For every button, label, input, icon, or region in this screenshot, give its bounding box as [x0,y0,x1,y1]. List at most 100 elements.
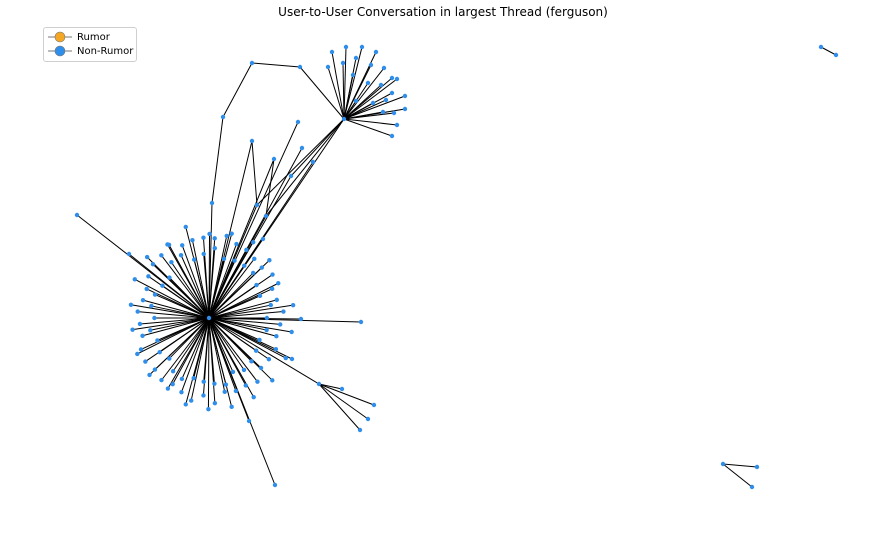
graph-node [223,390,227,394]
graph-node [360,45,364,49]
graph-edge [209,216,266,318]
graph-node [267,258,271,262]
graph-node [252,257,256,261]
graph-node [291,303,295,307]
graph-node [390,91,394,95]
graph-node [267,357,271,361]
graph-node [160,284,164,288]
graph-node [351,73,355,77]
graph-node [145,255,149,259]
graph-node [359,320,363,324]
graph-node [354,99,358,103]
graph-node [358,428,362,432]
graph-node [284,356,288,360]
graph-node [184,225,188,229]
graph-node [390,76,394,80]
graph-node [270,287,274,291]
graph-node [167,356,171,360]
graph-node [207,232,211,236]
graph-node [139,347,143,351]
graph-node [201,393,205,397]
graph-node [224,382,228,386]
graph-edge [821,47,836,55]
graph-edge [223,63,252,117]
graph-node [270,378,274,382]
graph-node [289,174,293,178]
graph-node [272,157,276,161]
graph-node [251,271,255,275]
graph-node [255,203,259,207]
graph-node [213,236,217,240]
legend-label-rumor: Rumor [77,32,110,43]
graph-node [189,398,193,402]
graph-edge [208,318,209,409]
graph-node [300,146,304,150]
graph-node [180,377,184,381]
graph-node [210,201,214,205]
graph-node [184,402,188,406]
graph-node [213,246,217,250]
graph-node [344,45,348,49]
graph-edge [252,63,300,67]
graph-node [289,330,293,334]
graph-node [140,334,144,338]
legend-item-non-rumor: Non-Rumor [48,44,133,58]
graph-node [151,262,155,266]
graph-node [135,352,139,356]
graph-node [192,257,196,261]
graph-node [381,110,385,114]
graph-node [270,272,274,276]
graph-node [379,83,383,87]
graph-edge [319,384,374,405]
graph-node [234,389,238,393]
graph-node [251,240,255,244]
graph-node [242,368,246,372]
graph-node [382,66,386,70]
graph-node [249,359,253,363]
graph-node [242,264,246,268]
legend: Rumor Non-Rumor [43,27,137,62]
graph-node [152,316,156,320]
graph-node [251,395,255,399]
legend-item-rumor: Rumor [48,30,110,44]
graph-node [143,359,147,363]
graph-node [750,485,754,489]
graph-node [146,274,150,278]
graph-node [207,316,211,320]
graph-node [192,376,196,380]
graph-node [229,405,233,409]
graph-node [169,260,173,264]
graph-node [171,369,175,373]
graph-node [392,111,396,115]
graph-edge [209,122,298,318]
graph-node [260,265,264,269]
graph-node [231,370,235,374]
graph-node [179,253,183,257]
graph-node [317,382,321,386]
graph-edge [209,318,319,384]
graph-node [819,45,823,49]
graph-node [244,248,248,252]
graph-node [155,338,159,342]
graph-node [340,387,344,391]
graph-node [159,378,163,382]
graph-node [261,237,265,241]
graph-node [834,53,838,57]
graph-node [232,258,236,262]
legend-marker-rumor [48,30,72,44]
graph-node [247,419,251,423]
graph-edge [319,384,360,430]
graph-node [138,322,142,326]
graph-node [395,123,399,127]
graph-node [372,403,376,407]
graph-node [330,50,334,54]
graph-edge [343,63,344,119]
graph-node [133,277,137,281]
graph-node [264,214,268,218]
graph-node [141,298,145,302]
graph-node [129,303,133,307]
graph-node [721,462,725,466]
graph-node [153,367,157,371]
graph-node [299,317,303,321]
graph-node [153,292,157,296]
